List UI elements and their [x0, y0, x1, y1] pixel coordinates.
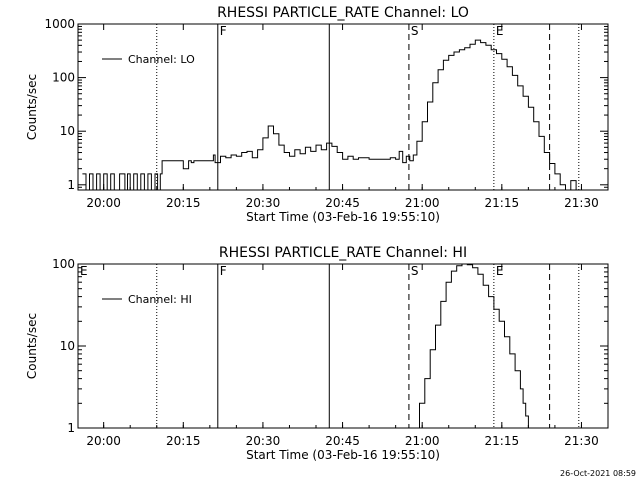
- y-tick-label: 10: [60, 339, 75, 353]
- x-tick-label: 20:00: [86, 196, 121, 210]
- panel-1: RHESSI PARTICLE_RATE Channel: LO F S E 20:00…: [25, 5, 609, 224]
- y-axis-label: Counts/sec: [25, 74, 39, 140]
- panel-2: RHESSI PARTICLE_RATE Channel: HI E F S E 20:0…: [25, 245, 609, 462]
- marker-label-e: E: [496, 264, 504, 278]
- marker-label-e: E: [496, 24, 504, 38]
- x-tick-label: 21:15: [485, 434, 520, 448]
- x-tick-label: 21:00: [405, 434, 440, 448]
- x-axis-label: Start Time (03-Feb-16 19:55:10): [246, 210, 440, 224]
- footer-timestamp: 26-Oct-2021 08:59: [560, 469, 636, 478]
- series-line-1: [414, 263, 529, 429]
- x-tick-label: 21:15: [485, 196, 520, 210]
- y-tick-label: 100: [52, 71, 75, 85]
- x-tick-label: 20:15: [166, 434, 201, 448]
- x-tick-label: 20:00: [86, 434, 121, 448]
- series-line-1: [82, 39, 577, 191]
- x-tick-label: 21:30: [564, 196, 599, 210]
- x-tick-label: 21:00: [405, 196, 440, 210]
- y-tick-label: 100: [52, 257, 75, 271]
- x-tick-label: 21:30: [564, 434, 599, 448]
- y-tick-label: 1: [67, 421, 75, 435]
- chart-title: RHESSI PARTICLE_RATE Channel: LO: [217, 5, 469, 21]
- y-tick-label: 1: [67, 178, 75, 192]
- y-tick-label: 1000: [44, 17, 75, 31]
- x-axis-label: Start Time (03-Feb-16 19:55:10): [246, 448, 440, 462]
- marker-label-f: F: [220, 264, 227, 278]
- legend-entry: Channel: HI: [128, 293, 192, 306]
- x-tick-label: 20:15: [166, 196, 201, 210]
- marker-label-s: S: [411, 24, 419, 38]
- y-axis-label: Counts/sec: [25, 313, 39, 379]
- marker-label-f: F: [220, 24, 227, 38]
- marker-label-e: E: [80, 264, 88, 278]
- x-tick-label: 20:45: [325, 434, 360, 448]
- x-tick-label: 20:45: [325, 196, 360, 210]
- marker-label-s: S: [411, 264, 419, 278]
- y-tick-label: 10: [60, 124, 75, 138]
- x-tick-label: 20:30: [246, 196, 281, 210]
- x-tick-label: 20:30: [246, 434, 281, 448]
- chart-title: RHESSI PARTICLE_RATE Channel: HI: [219, 245, 467, 261]
- legend-entry: Channel: LO: [128, 53, 195, 66]
